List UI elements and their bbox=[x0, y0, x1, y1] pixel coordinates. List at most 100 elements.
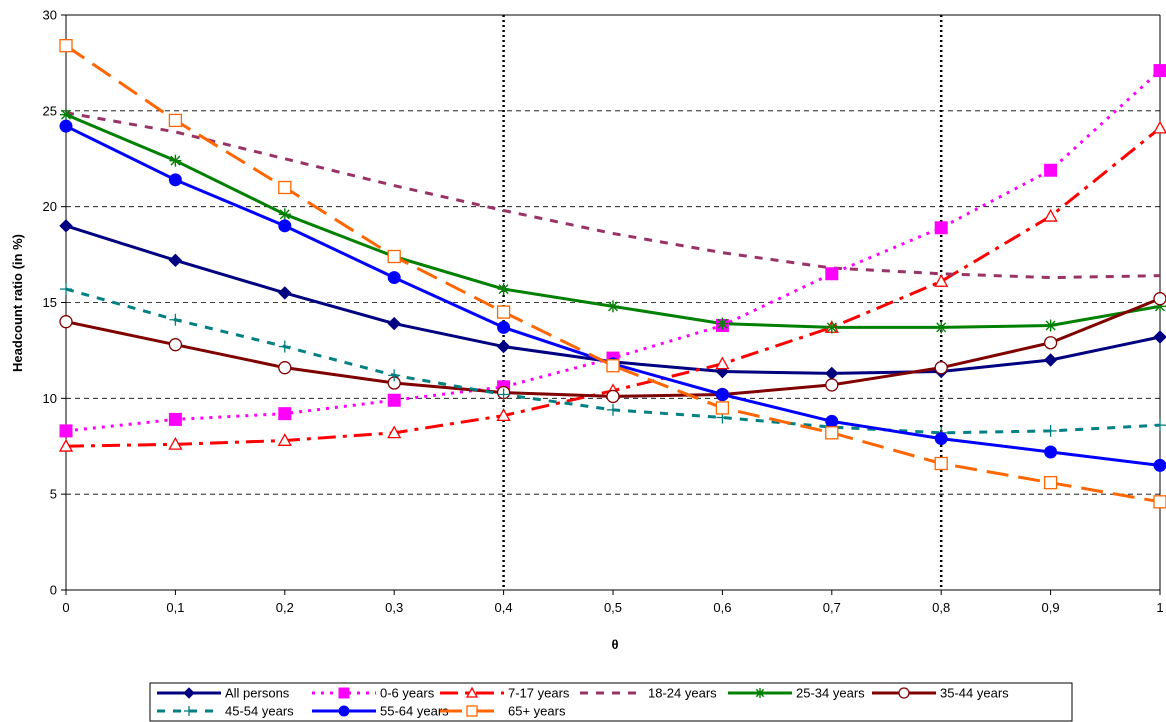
x-tick-label: 1 bbox=[1156, 600, 1163, 615]
data-point bbox=[168, 436, 183, 450]
x-tick-label: 0,7 bbox=[823, 600, 841, 615]
data-point bbox=[1152, 120, 1166, 134]
x-tick-label: 0,4 bbox=[495, 600, 513, 615]
series-line bbox=[65, 297, 1161, 398]
data-point bbox=[497, 388, 510, 401]
data-point bbox=[169, 154, 182, 167]
data-point bbox=[278, 361, 292, 375]
data-point bbox=[168, 412, 182, 426]
data-point bbox=[1153, 64, 1166, 78]
x-tick-label: 0,9 bbox=[1042, 600, 1060, 615]
data-point bbox=[1044, 319, 1057, 332]
data-point bbox=[387, 249, 401, 264]
data-point bbox=[278, 407, 292, 421]
data-point bbox=[934, 456, 948, 471]
data-point bbox=[58, 438, 74, 452]
data-point bbox=[183, 687, 195, 699]
legend-item: 55-64 years bbox=[312, 704, 449, 719]
legend-label: 18-24 years bbox=[648, 686, 717, 701]
legend-item: 35-44 years bbox=[872, 686, 1009, 701]
data-point bbox=[607, 300, 619, 313]
data-point bbox=[755, 688, 765, 698]
data-point bbox=[338, 705, 350, 717]
data-point bbox=[278, 180, 292, 195]
data-point bbox=[387, 393, 401, 407]
data-point bbox=[497, 320, 511, 334]
series-line bbox=[65, 111, 1161, 280]
legend-label: 25-34 years bbox=[796, 686, 865, 701]
data-point bbox=[1044, 163, 1058, 177]
data-point bbox=[934, 361, 948, 375]
data-point bbox=[387, 271, 401, 285]
data-point bbox=[168, 338, 183, 352]
data-point bbox=[387, 316, 401, 331]
data-point bbox=[59, 119, 73, 133]
legend-item: 0-6 years bbox=[312, 686, 435, 701]
data-point bbox=[278, 340, 291, 353]
x-tick-label: 0,2 bbox=[276, 600, 294, 615]
data-point bbox=[496, 408, 511, 422]
legend-item: 18-24 years bbox=[580, 686, 717, 701]
data-point bbox=[169, 313, 182, 326]
data-point bbox=[278, 286, 292, 300]
data-point bbox=[1044, 424, 1057, 437]
data-point bbox=[825, 414, 839, 428]
data-point bbox=[387, 425, 402, 439]
data-point bbox=[1153, 458, 1166, 472]
legend-item: 45-54 years bbox=[157, 704, 294, 719]
data-point bbox=[59, 315, 73, 329]
legend-box bbox=[149, 682, 1073, 722]
data-point bbox=[60, 108, 72, 121]
reference-lines bbox=[502, 15, 943, 590]
data-point bbox=[1154, 419, 1166, 432]
data-point bbox=[59, 424, 73, 438]
data-point bbox=[338, 687, 350, 699]
data-point bbox=[934, 274, 949, 287]
data-point bbox=[388, 369, 401, 382]
tick-labels: 0 5 10 15 20 25 30 0 0,1 0,2 0,3 0,4 0,5 0,6 0,7 0,8 0,9… bbox=[43, 8, 1164, 616]
x-tick-label: 0 bbox=[62, 600, 69, 615]
y-tick-label: 10 bbox=[43, 391, 57, 406]
data-point bbox=[934, 221, 948, 235]
data-point bbox=[825, 366, 839, 381]
data-point bbox=[606, 359, 620, 373]
data-point bbox=[715, 356, 730, 370]
data-point bbox=[825, 321, 838, 334]
data-point bbox=[278, 219, 292, 233]
data-point bbox=[715, 401, 730, 415]
data-point bbox=[1153, 330, 1166, 344]
data-point bbox=[496, 305, 511, 319]
data-point bbox=[497, 283, 510, 296]
y-tick-label: 0 bbox=[50, 583, 57, 598]
data-point bbox=[935, 321, 948, 334]
data-point bbox=[1044, 445, 1058, 459]
legend-item: 65+ years bbox=[440, 704, 566, 719]
data-point bbox=[1153, 495, 1166, 509]
series-line bbox=[65, 44, 1161, 504]
series-lines bbox=[58, 39, 1166, 509]
data-point bbox=[59, 39, 73, 53]
legend-item: 25-34 years bbox=[728, 686, 865, 701]
legend-label: 45-54 years bbox=[225, 704, 294, 719]
legend-label: 65+ years bbox=[508, 704, 566, 719]
legend: All persons 0-6 years 7-17 years 18-24 year… bbox=[149, 682, 1073, 722]
data-point bbox=[825, 267, 839, 281]
x-tick-label: 0,3 bbox=[385, 600, 403, 615]
legend-label: 55-64 years bbox=[380, 704, 449, 719]
data-point bbox=[278, 208, 291, 221]
grid-lines bbox=[66, 14, 1160, 495]
data-point bbox=[168, 173, 182, 187]
data-point bbox=[465, 686, 479, 698]
y-tick-label: 5 bbox=[50, 487, 57, 502]
data-point bbox=[1043, 476, 1058, 490]
data-point bbox=[59, 219, 73, 233]
legend-label: 7-17 years bbox=[508, 686, 570, 701]
legend-label: 0-6 years bbox=[380, 686, 435, 701]
y-tick-label: 20 bbox=[43, 199, 57, 214]
data-point bbox=[606, 389, 620, 404]
x-tick-label: 0,8 bbox=[932, 600, 950, 615]
data-point bbox=[825, 378, 839, 392]
data-point bbox=[1153, 292, 1166, 306]
data-point bbox=[60, 283, 72, 296]
data-point bbox=[825, 426, 839, 440]
